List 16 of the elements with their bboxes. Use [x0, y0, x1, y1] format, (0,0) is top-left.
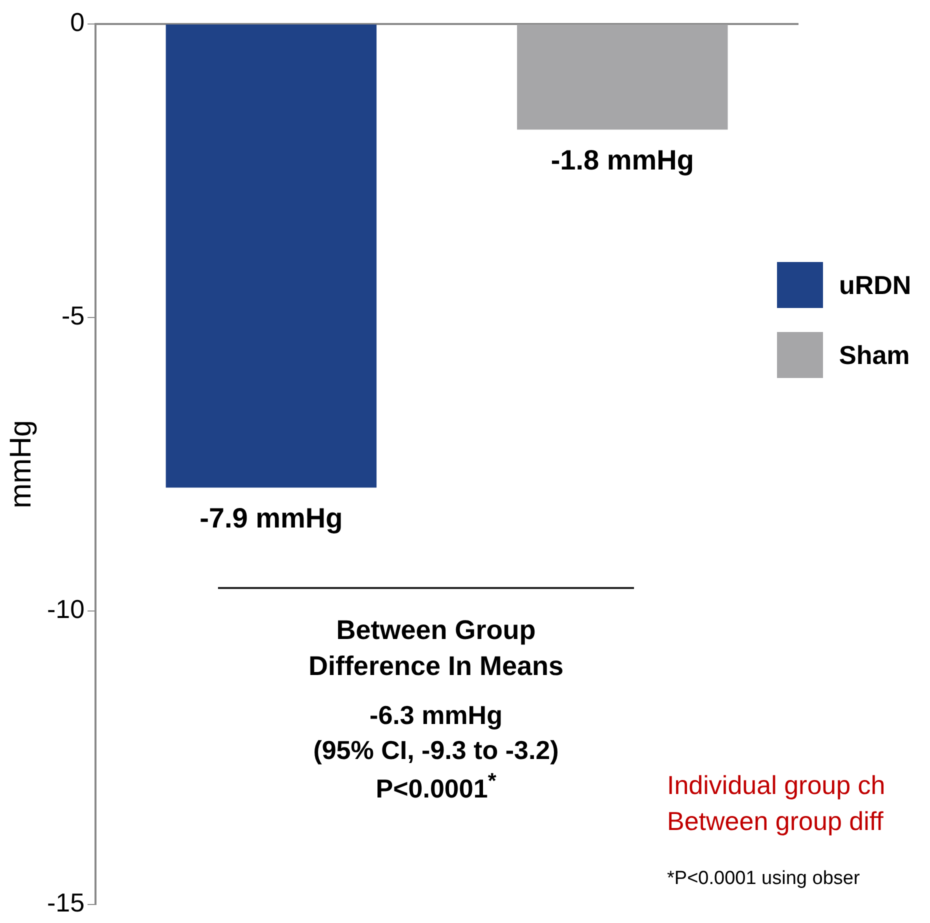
annotation: P<0.0001$^{*}$ [376, 768, 496, 805]
y-axis-title: mmHg [4, 420, 38, 508]
y-tick-label: -10 [47, 594, 85, 624]
annotation: Individual group ch [667, 770, 886, 801]
y-tick-label: 0 [70, 7, 85, 38]
annotation: Between Group Difference In Means [307, 614, 565, 683]
data-label: -7.9 mmHg [200, 502, 343, 534]
legend-label: Sham [839, 340, 910, 370]
annotation: Between group diff [667, 806, 884, 837]
legend-label: uRDN [839, 270, 912, 300]
annotation: *P<0.0001 using obser [667, 868, 860, 890]
y-tick-label: -5 [61, 300, 85, 331]
annotation: (95% CI, -9.3 to -3.2) [313, 735, 559, 766]
annotation: -6.3 mmHg [370, 700, 502, 731]
y-tick-label: -15 [47, 888, 85, 918]
data-label: -1.8 mmHg [550, 144, 694, 176]
